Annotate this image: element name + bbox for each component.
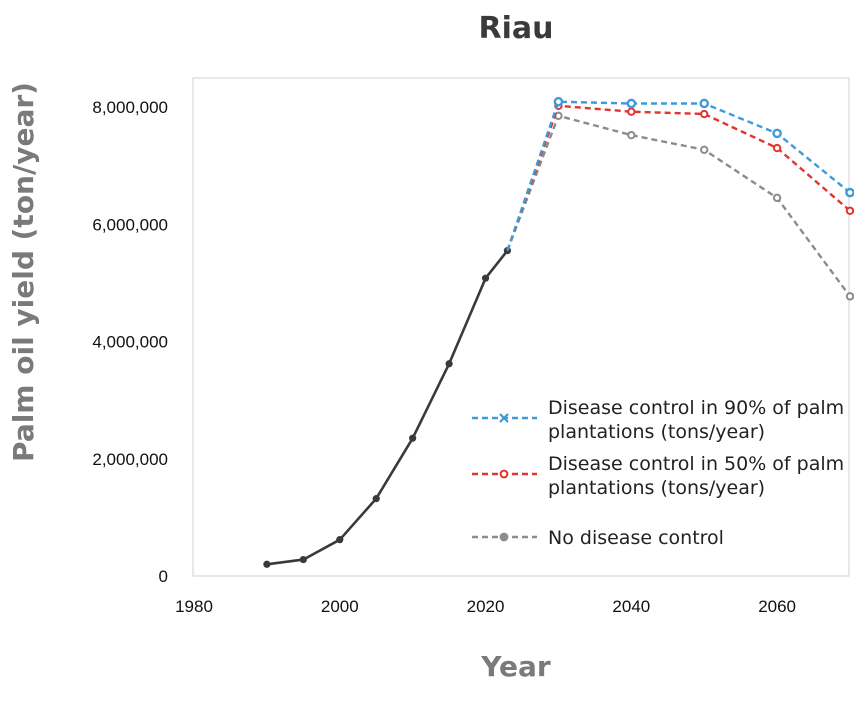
data-point (700, 109, 709, 119)
legend-item-control_50: Disease control in 50% of palmplantation… (472, 453, 844, 499)
y-tick-label: 2,000,000 (92, 450, 168, 469)
data-point (553, 96, 564, 107)
y-tick-label: 6,000,000 (92, 215, 168, 234)
x-axis-ticks: 1980 2000 2020 2040 2060 (175, 597, 796, 616)
legend-item-control_90: Disease control in 90% of palmplantation… (472, 397, 844, 443)
x-tick-label: 2060 (758, 597, 796, 616)
data-point (845, 292, 854, 301)
y-axis-ticks: 0 2,000,000 4,000,000 6,000,000 8,000,000 (92, 98, 168, 586)
x-axis-title: Year (480, 650, 551, 683)
y-tick-label: 8,000,000 (92, 98, 168, 117)
x-tick-label: 2040 (612, 597, 650, 616)
data-point (772, 143, 782, 153)
series-layer (263, 96, 854, 568)
series-line-control_90 (506, 100, 851, 251)
legend-swatch-marker (499, 469, 509, 479)
legend-item-no_control: No disease control (472, 527, 724, 549)
data-point (700, 145, 709, 154)
series-no_control (506, 111, 854, 301)
legend-swatch-marker (499, 532, 509, 542)
x-tick-label: 2020 (467, 597, 505, 616)
legend-label-line: plantations (tons/year) (548, 477, 765, 499)
legend-label-line: plantations (tons/year) (548, 421, 765, 443)
plot-area-frame (192, 77, 850, 577)
series-line-control_50 (506, 104, 851, 251)
data-point (845, 206, 854, 215)
legend: Disease control in 90% of palmplantation… (472, 397, 844, 549)
y-tick-label: 4,000,000 (92, 333, 168, 352)
chart-title: Riau (479, 11, 554, 46)
data-point (445, 360, 453, 368)
data-point (845, 187, 854, 198)
x-tick-label: 2000 (321, 597, 359, 616)
legend-label-line: Disease control in 90% of palm (548, 397, 844, 419)
series-line-no_control (506, 114, 851, 298)
y-axis-title: Palm oil yield (ton/year) (7, 82, 40, 462)
data-point (372, 495, 380, 503)
series-control_50 (506, 101, 854, 251)
data-point (481, 274, 490, 282)
data-point (626, 98, 637, 109)
data-point (336, 536, 344, 544)
data-point (699, 98, 710, 109)
legend-swatch-marker (499, 413, 509, 423)
y-tick-label: 0 (159, 567, 168, 586)
series-control_90 (506, 96, 854, 251)
legend-label: No disease control (548, 527, 724, 549)
x-tick-label: 1980 (175, 597, 213, 616)
data-point (299, 555, 307, 564)
data-point (627, 130, 636, 140)
series-line-historical (266, 249, 509, 566)
legend-label-line: Disease control in 50% of palm (548, 453, 844, 475)
data-point (772, 193, 782, 203)
data-point (409, 434, 417, 442)
data-point (772, 128, 782, 139)
data-point (263, 560, 271, 568)
data-point (627, 107, 636, 116)
series-historical (263, 247, 512, 568)
